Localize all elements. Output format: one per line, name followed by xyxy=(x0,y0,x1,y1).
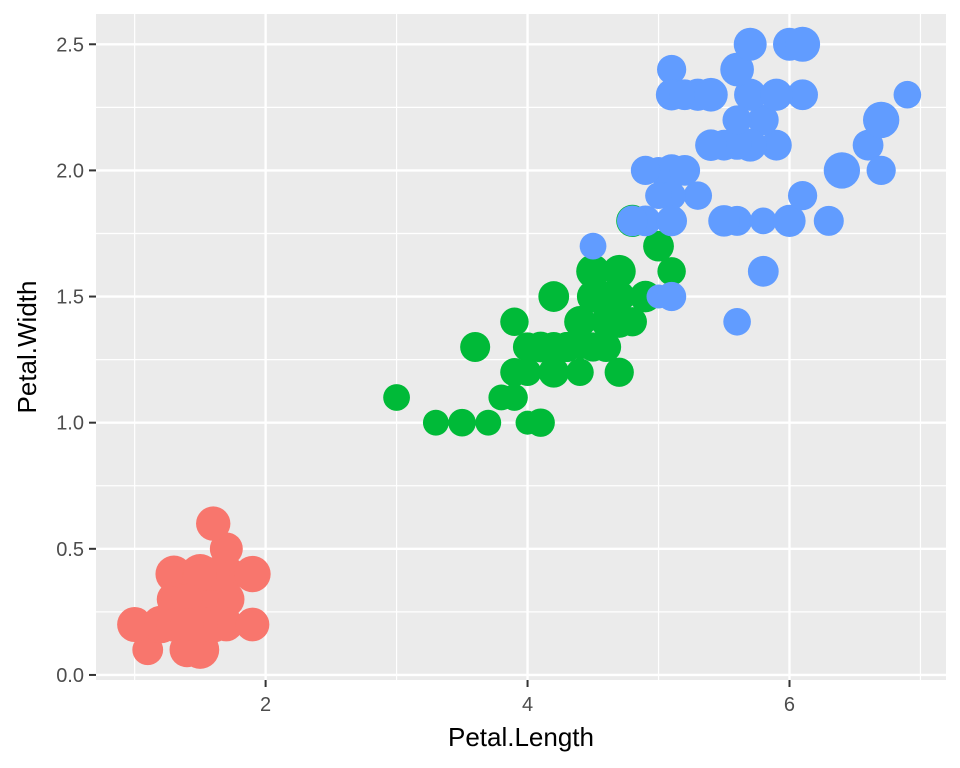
data-point-series-1 xyxy=(196,506,231,541)
data-point-series-2 xyxy=(475,409,502,436)
y-tick-label: 1.0 xyxy=(56,413,84,435)
y-axis: 0.0 0.5 1.0 1.5 2.0 2.5 xyxy=(56,34,96,687)
data-point-series-1 xyxy=(117,606,153,643)
data-point-series-2 xyxy=(604,357,634,387)
data-point-series-2 xyxy=(538,356,570,388)
data-point-series-2 xyxy=(590,306,622,338)
data-point-series-2 xyxy=(500,307,529,336)
data-point-series-3 xyxy=(669,79,701,111)
data-point-series-3 xyxy=(721,53,753,86)
data-point-series-3 xyxy=(760,129,792,161)
data-point-series-2 xyxy=(383,384,410,411)
data-point-series-2 xyxy=(576,254,610,289)
y-tick-label: 2.5 xyxy=(56,34,84,56)
data-point-series-2 xyxy=(591,331,622,363)
y-tick-label: 0.0 xyxy=(56,665,84,687)
data-point-series-3 xyxy=(723,307,751,336)
data-point-series-3 xyxy=(734,78,767,111)
y-tick-label: 1.5 xyxy=(56,287,84,309)
data-point-series-3 xyxy=(813,205,844,236)
data-point-series-3 xyxy=(695,129,727,161)
grid-minor xyxy=(96,14,946,680)
data-point-series-3 xyxy=(656,281,687,312)
data-point-series-2 xyxy=(460,331,491,363)
data-point-series-3 xyxy=(852,129,884,161)
y-tick-label: 0.5 xyxy=(56,539,84,561)
data-point-series-2 xyxy=(564,306,596,338)
data-point-series-3 xyxy=(630,155,661,186)
data-point-series-3 xyxy=(787,79,818,111)
data-point-series-2 xyxy=(423,410,449,436)
data-point-series-3 xyxy=(616,205,648,237)
data-point-series-3 xyxy=(579,232,607,260)
data-point-series-3 xyxy=(722,105,752,135)
data-point-series-3 xyxy=(722,130,752,160)
data-point-series-2 xyxy=(488,384,515,411)
data-point-series-3 xyxy=(656,54,687,85)
y-axis-title: Petal.Width xyxy=(12,281,42,414)
data-point-series-3 xyxy=(785,26,821,62)
data-point-series-1 xyxy=(209,532,243,566)
data-point-series-3 xyxy=(823,152,861,189)
data-point-series-1 xyxy=(234,555,271,593)
data-point-series-3 xyxy=(773,204,806,238)
data-point-series-3 xyxy=(656,205,688,237)
data-point-series-2 xyxy=(526,408,555,437)
data-point-series-3 xyxy=(747,255,779,287)
data-point-series-1 xyxy=(183,557,217,591)
data-point-series-3 xyxy=(747,104,779,136)
data-point-series-3 xyxy=(866,155,896,186)
data-point-series-2 xyxy=(603,280,636,313)
data-point-series-2 xyxy=(526,332,556,362)
data-point-series-1 xyxy=(170,608,204,641)
data-point-series-2 xyxy=(643,230,674,262)
data-point-series-1 xyxy=(171,583,203,615)
data-point-series-3 xyxy=(862,101,900,139)
data-point-series-3 xyxy=(669,155,701,186)
y-tick-label: 2.0 xyxy=(56,160,84,182)
data-point-series-3 xyxy=(733,27,767,61)
x-axis-title: Petal.Length xyxy=(448,722,594,752)
data-point-series-2 xyxy=(617,307,647,337)
data-point-series-3 xyxy=(787,181,818,211)
x-tick-label: 2 xyxy=(260,694,271,716)
data-points xyxy=(117,26,922,669)
data-point-series-2 xyxy=(657,257,686,286)
x-tick-label: 4 xyxy=(522,694,533,716)
x-axis: 2 4 6 xyxy=(260,680,795,716)
data-point-series-3 xyxy=(645,182,672,210)
data-point-series-2 xyxy=(566,358,594,387)
data-point-series-2 xyxy=(602,254,636,288)
data-point-series-3 xyxy=(683,181,713,210)
data-point-series-2 xyxy=(577,281,609,312)
x-tick-label: 6 xyxy=(784,694,795,716)
data-point-series-1 xyxy=(235,607,270,642)
data-point-series-3 xyxy=(694,77,728,112)
data-point-series-3 xyxy=(708,205,740,237)
data-point-series-2 xyxy=(538,281,570,312)
data-point-series-3 xyxy=(893,80,922,109)
data-point-series-2 xyxy=(513,358,542,387)
data-point-series-2 xyxy=(448,408,476,437)
data-point-series-2 xyxy=(551,331,582,363)
data-point-series-3 xyxy=(760,78,793,111)
data-point-series-3 xyxy=(749,207,777,235)
